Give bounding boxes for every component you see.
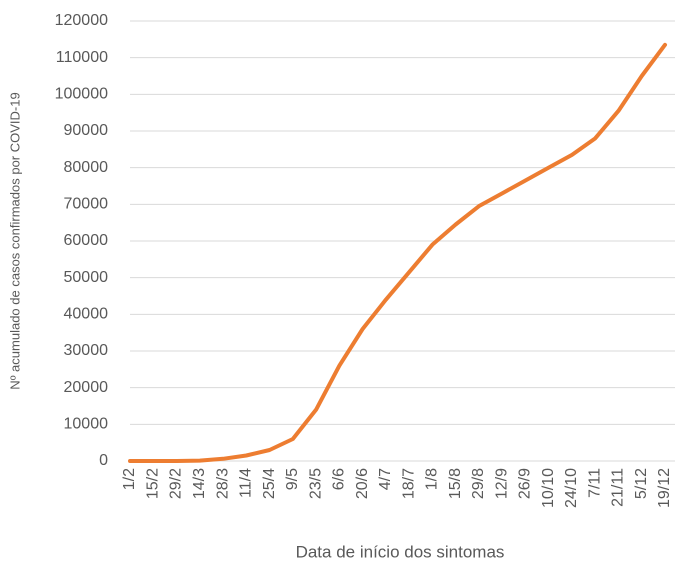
x-tick-label: 25/4	[261, 468, 278, 499]
y-tick-label: 60000	[64, 232, 109, 249]
x-tick-label: 15/2	[144, 468, 161, 499]
y-axis-title: Nº acumulado de casos confirmados por CO…	[7, 92, 22, 389]
x-tick-label: 1/2	[121, 468, 138, 490]
y-tick-label: 0	[99, 452, 108, 469]
y-tick-label: 90000	[64, 122, 109, 139]
y-tick-label: 110000	[56, 49, 108, 66]
x-tick-label: 29/2	[168, 468, 185, 499]
x-tick-label: 24/10	[563, 468, 580, 508]
x-tick-label: 29/8	[470, 468, 487, 499]
x-tick-label: 23/5	[307, 468, 324, 499]
x-tick-label: 9/5	[284, 468, 301, 490]
x-tick-label: 21/11	[610, 468, 627, 507]
x-tick-label: 6/6	[331, 468, 348, 490]
x-axis-title: Data de início dos sintomas	[296, 542, 505, 561]
y-tick-label: 50000	[64, 269, 109, 286]
x-tick-label: 5/12	[633, 468, 650, 499]
x-tick-label: 28/3	[214, 468, 231, 499]
y-tick-label: 40000	[64, 306, 109, 323]
y-tick-label: 70000	[64, 196, 109, 213]
x-tick-label: 7/11	[586, 468, 603, 498]
x-tick-label: 1/8	[424, 468, 441, 490]
x-tick-label: 11/4	[238, 468, 255, 498]
x-tick-label: 4/7	[377, 468, 394, 490]
y-tick-label: 10000	[64, 416, 109, 433]
y-tick-label: 100000	[55, 86, 108, 103]
x-tick-label: 15/8	[447, 468, 464, 499]
x-tick-label: 20/6	[354, 468, 371, 499]
x-tick-label: 14/3	[191, 468, 208, 499]
x-tick-label: 12/9	[493, 468, 510, 499]
y-tick-label: 120000	[55, 12, 108, 29]
y-tick-label: 80000	[64, 159, 109, 176]
x-tick-label: 26/9	[517, 468, 534, 499]
x-tick-label: 10/10	[540, 468, 557, 508]
line	[128, 42, 667, 463]
x-tick-label: 18/7	[400, 468, 417, 499]
y-tick-label: 20000	[64, 379, 109, 396]
x-tick-label: 19/12	[656, 468, 673, 508]
y-tick-label: 30000	[64, 342, 109, 359]
